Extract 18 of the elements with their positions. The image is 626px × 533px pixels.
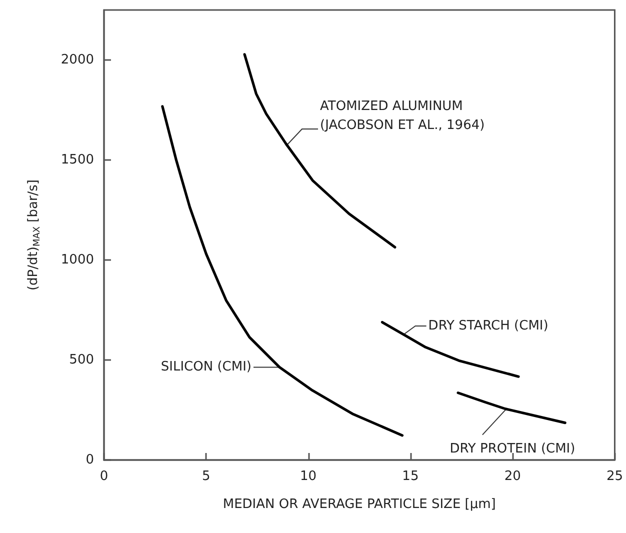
annotation: DRY PROTEIN (CMI) [450, 441, 576, 456]
y-axis-title: (dP/dt)MAX [bar/s] [26, 179, 42, 291]
y-tick-label: 2000 [60, 52, 94, 68]
x-tick-label: 5 [202, 469, 210, 484]
x-tick-label: 15 [402, 469, 419, 484]
x-tick-label: 20 [504, 469, 521, 484]
x-axis-title: MEDIAN OR AVERAGE PARTICLE SIZE [µm] [222, 497, 496, 512]
annotation: DRY STARCH (CMI) [428, 318, 548, 334]
x-tick-label: 25 [606, 469, 623, 484]
annotation: ATOMIZED ALUMINUM (JACOBSON ET AL., 1964) [320, 99, 485, 133]
y-tick-label: 1500 [60, 152, 94, 168]
y-tick-label: 500 [69, 352, 94, 368]
line-series [456, 392, 566, 424]
y-tick-label: 1000 [60, 252, 94, 268]
x-tick-label: 0 [100, 469, 108, 484]
y-tick-label: 0 [86, 452, 94, 468]
x-tick-label: 10 [300, 469, 317, 484]
annotation: SILICON (CMI) [160, 360, 252, 375]
